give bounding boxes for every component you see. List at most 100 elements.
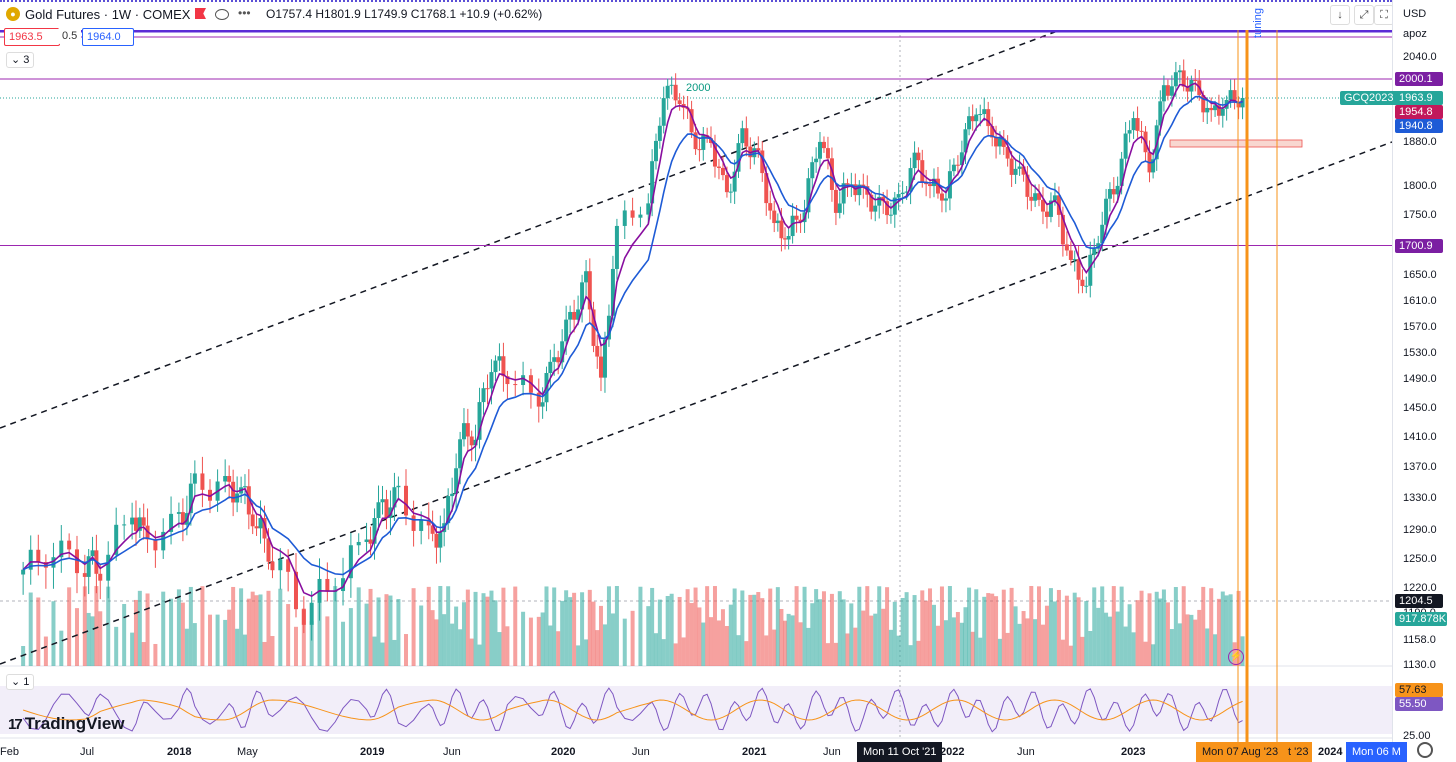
volume-bar xyxy=(1189,614,1194,666)
volume-bar xyxy=(368,588,373,666)
volume-bar xyxy=(775,587,780,666)
candle-body xyxy=(1096,243,1101,249)
volume-bar xyxy=(806,627,811,666)
gold-symbol-icon[interactable]: ● xyxy=(6,7,20,21)
scale-label[interactable]: apoz xyxy=(1403,28,1427,40)
volume-bar xyxy=(1044,605,1049,666)
volume-bar xyxy=(411,588,416,666)
volume-bar xyxy=(756,592,761,666)
spread-value: 0.5 xyxy=(58,28,82,44)
volume-bar xyxy=(90,616,95,666)
x-tick: Jun xyxy=(1017,746,1035,758)
volume-bar xyxy=(931,604,936,666)
bid-price-box[interactable]: 1963.5 xyxy=(4,28,60,46)
settings-icon[interactable] xyxy=(1417,742,1433,758)
candle-body xyxy=(270,561,275,571)
volume-bar xyxy=(814,589,819,666)
volume-bar xyxy=(254,595,259,666)
arrow-down-icon[interactable]: ↓ xyxy=(1330,5,1350,25)
candle-body xyxy=(1127,130,1132,134)
volume-bar xyxy=(728,604,733,666)
candle-body xyxy=(779,220,784,239)
candle-body xyxy=(552,357,557,362)
volume-bar xyxy=(924,600,929,666)
indicators-collapse-button[interactable]: ⌄ 3 xyxy=(6,52,35,68)
more-icon[interactable]: ••• xyxy=(238,6,251,20)
candle-body xyxy=(86,556,91,577)
x-tick: 2020 xyxy=(551,746,576,758)
candle-body xyxy=(465,423,470,437)
volume-bar xyxy=(584,639,589,666)
y-tick: 1650.0 xyxy=(1403,269,1437,281)
ema-slow-line xyxy=(22,95,1243,576)
candle-body xyxy=(657,125,662,141)
cursor-date-suffix: t '23 xyxy=(1284,742,1313,762)
dotted-top-border xyxy=(0,0,1392,4)
volume-bar xyxy=(1100,586,1105,666)
volume-bar xyxy=(59,630,64,666)
currency-label[interactable]: USD xyxy=(1403,8,1427,20)
candle-body xyxy=(857,184,862,196)
candle-body xyxy=(485,388,490,390)
fullscreen-icon[interactable]: ⛶ xyxy=(1374,5,1394,25)
volume-bar xyxy=(513,586,518,666)
volume-bar xyxy=(935,625,940,666)
candle-body xyxy=(90,550,95,557)
candle-body xyxy=(98,573,103,581)
candle-body xyxy=(1005,146,1010,159)
price-axis[interactable]: USD apoz 2040.01960.01880.01800.01750.01… xyxy=(1392,0,1456,762)
volume-bar xyxy=(242,634,247,666)
eye-icon[interactable] xyxy=(215,9,229,20)
volume-bar xyxy=(748,594,753,666)
candle-body xyxy=(1009,158,1014,175)
volume-bar xyxy=(794,586,799,666)
vertical-markers xyxy=(1237,0,1278,742)
candle-body xyxy=(250,514,255,527)
volume-bar xyxy=(473,591,478,666)
candle-body xyxy=(814,158,819,163)
candle-body xyxy=(368,539,373,544)
volume-bar xyxy=(1240,636,1245,666)
x-tick: 2023 xyxy=(1121,746,1146,758)
candle-body xyxy=(935,178,940,194)
candle-body xyxy=(309,602,314,625)
candle-body xyxy=(560,341,565,363)
volume-bar xyxy=(1228,594,1233,666)
volume-bar xyxy=(1216,598,1221,666)
candle-body xyxy=(740,128,745,144)
expand-icon[interactable]: ⤢ xyxy=(1354,5,1374,25)
candle-body xyxy=(982,109,987,115)
volume-bar xyxy=(821,591,826,666)
rsi-collapse-button[interactable]: ⌄ 1 xyxy=(6,674,35,690)
volume-bar xyxy=(955,611,960,666)
candle-body xyxy=(912,152,917,169)
volume-bar xyxy=(1068,645,1073,666)
price-chart[interactable] xyxy=(0,0,1392,762)
volume-bar xyxy=(841,599,846,666)
volume-bar xyxy=(677,596,682,666)
volume-bar xyxy=(1119,586,1124,666)
candle-body xyxy=(873,205,878,212)
candle-body xyxy=(1131,118,1136,131)
candle-body xyxy=(434,533,439,548)
volume-bar xyxy=(614,586,619,666)
symbol-title[interactable]: Gold Futures · 1W · COMEX xyxy=(25,7,191,22)
candle-body xyxy=(888,214,893,216)
candle-body xyxy=(610,268,615,316)
volume-bar xyxy=(556,631,561,666)
flag-icon[interactable] xyxy=(195,8,206,19)
candle-body xyxy=(665,85,670,99)
volume-bar xyxy=(74,608,79,666)
volume-bar xyxy=(853,627,858,666)
candle-body xyxy=(1033,193,1038,201)
candle-body xyxy=(419,519,424,531)
candle-body xyxy=(1044,211,1049,217)
volume-bar xyxy=(963,607,968,666)
volume-bar xyxy=(1107,616,1112,666)
volume-bar xyxy=(130,632,135,666)
lightning-icon[interactable]: ⚡ xyxy=(1228,649,1244,665)
ask-price-box[interactable]: 1964.0 xyxy=(82,28,134,46)
volume-bar xyxy=(564,590,569,666)
candle-body xyxy=(650,161,655,204)
candle-body xyxy=(1135,118,1140,131)
